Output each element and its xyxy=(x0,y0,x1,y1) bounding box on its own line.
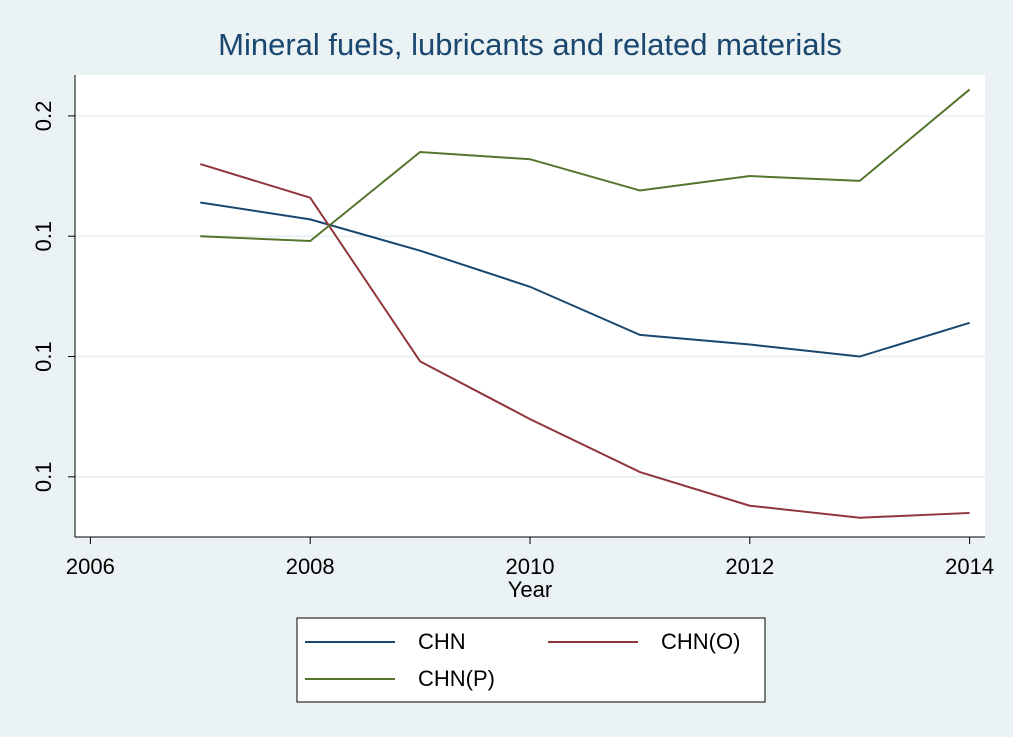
x-axis-label: Year xyxy=(508,577,552,602)
plot-area xyxy=(75,75,985,537)
x-tick-label: 2006 xyxy=(66,554,115,579)
x-tick-label: 2010 xyxy=(506,554,555,579)
legend xyxy=(296,617,766,703)
x-tick-label: 2008 xyxy=(286,554,335,579)
x-tick-label: 2012 xyxy=(725,554,774,579)
y-tick-label: 0.2 xyxy=(31,101,56,132)
y-tick-label: 0.1 xyxy=(31,341,56,372)
legend-label: CHN(O) xyxy=(661,629,740,654)
chart-title: Mineral fuels, lubricants and related ma… xyxy=(218,27,842,62)
y-tick-label: 0.1 xyxy=(31,221,56,252)
series-line xyxy=(200,88,971,243)
legend-label: CHN(P) xyxy=(418,666,495,691)
legend-label: CHN xyxy=(418,629,466,654)
x-tick-label: 2014 xyxy=(945,554,994,579)
y-tick-label: 0.1 xyxy=(31,462,56,493)
